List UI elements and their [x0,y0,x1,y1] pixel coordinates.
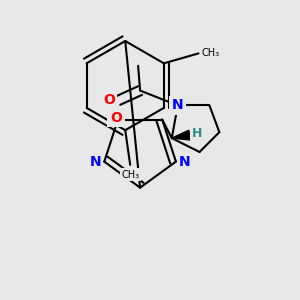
Text: H: H [191,127,202,140]
Text: N: N [90,154,101,169]
Text: N: N [179,154,190,169]
Text: O: O [103,94,115,107]
Polygon shape [172,130,190,140]
Text: O: O [110,111,122,124]
Text: N: N [172,98,184,112]
Text: CH₃: CH₃ [202,48,220,59]
Text: CH₃: CH₃ [121,170,139,180]
